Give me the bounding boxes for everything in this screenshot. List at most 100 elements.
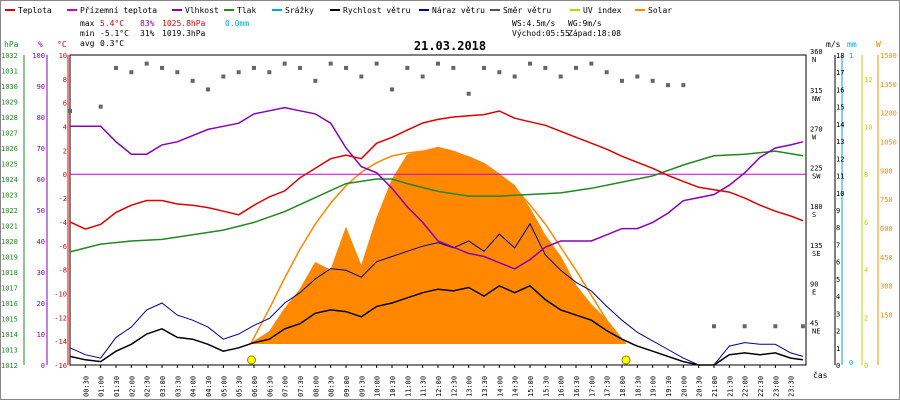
legend-label: Teplota bbox=[18, 6, 52, 15]
wind-direction-point bbox=[800, 324, 805, 329]
sunrise-text: Východ:05:55 bbox=[512, 29, 570, 38]
legend-label: Rychlost větru bbox=[343, 6, 411, 15]
hpa-tick-label: 1027 bbox=[1, 130, 18, 138]
wind-direction-point bbox=[190, 78, 195, 83]
x-tick-label: 04:30 bbox=[205, 376, 213, 397]
hpa-tick-label: 1012 bbox=[1, 362, 18, 370]
wind-direction-point bbox=[466, 91, 471, 96]
wind-direction-point bbox=[558, 74, 563, 79]
temp-tick-label: -8 bbox=[59, 267, 67, 275]
x-tick-label: 08:00 bbox=[312, 376, 320, 397]
solar-tick-label: 1050 bbox=[880, 138, 897, 146]
wind-direction-point bbox=[313, 78, 318, 83]
uv-tick-label: 0 bbox=[864, 362, 868, 370]
wind-info: WS:4.5m/s WG:9m/s Východ:05:55 Západ:18:… bbox=[512, 19, 621, 38]
legend-label: Náraz větru bbox=[432, 6, 485, 15]
temp-tick-label: -16 bbox=[54, 362, 67, 370]
wind-direction-point bbox=[114, 65, 118, 70]
x-axis-label: čas bbox=[813, 370, 828, 380]
x-tick-label: 07:00 bbox=[282, 376, 290, 397]
hpa-tick-label: 1015 bbox=[1, 316, 18, 324]
x-tick-label: 03:30 bbox=[174, 376, 182, 397]
hpa-tick-label: 1024 bbox=[1, 176, 18, 184]
wind-direction-point bbox=[236, 70, 241, 75]
legend: Teplota Přízemní teplota Vlhkost Tlak Srážky… bbox=[5, 6, 672, 15]
wind-direction-point bbox=[206, 87, 210, 92]
dir-tick-compass: SW bbox=[812, 172, 821, 180]
temp-tick-label: 6 bbox=[63, 100, 67, 108]
ms-tick-label: 6 bbox=[836, 259, 840, 267]
x-tick-label: 06:30 bbox=[266, 376, 274, 397]
ms-tick-label: 4 bbox=[836, 293, 840, 301]
stats-max-label: max bbox=[80, 19, 95, 28]
wind-direction-point bbox=[635, 74, 640, 79]
wind-direction-point bbox=[144, 61, 149, 66]
wind-direction-point bbox=[451, 65, 456, 70]
x-tick-label: 15:00 bbox=[527, 376, 535, 397]
wind-direction-point bbox=[589, 61, 594, 66]
x-tick-label: 18:00 bbox=[619, 376, 627, 397]
x-tick-label: 02:00 bbox=[128, 376, 136, 397]
x-tick-label: 14:00 bbox=[496, 376, 504, 397]
ms-tick-label: 17 bbox=[836, 69, 844, 77]
temp-tick-label: -10 bbox=[54, 290, 67, 298]
legend-label: Tlak bbox=[237, 6, 256, 15]
x-tick-label: 04:00 bbox=[190, 376, 198, 397]
wind-direction-point bbox=[512, 74, 517, 79]
pct-tick-label: 20 bbox=[37, 300, 45, 308]
x-tick-label: 11:30 bbox=[420, 376, 428, 397]
dir-tick-label: 45 bbox=[810, 319, 818, 327]
ms-tick-label: 9 bbox=[836, 207, 840, 215]
dir-tick-compass: S bbox=[812, 211, 816, 219]
wind-wg: WG:9m/s bbox=[568, 19, 602, 28]
wind-direction-point bbox=[666, 83, 670, 88]
dir-tick-label: 360 bbox=[810, 48, 823, 56]
wind-direction-point bbox=[267, 70, 272, 75]
sunset-text: Západ:18:08 bbox=[568, 29, 621, 38]
hpa-tick-label: 1017 bbox=[1, 285, 18, 293]
wind-direction-point bbox=[98, 104, 103, 109]
ms-tick-label: 12 bbox=[836, 155, 844, 163]
wind-ws: WS:4.5m/s bbox=[512, 19, 556, 28]
x-tick-label: 12:00 bbox=[435, 376, 443, 397]
pct-tick-label: 100 bbox=[32, 52, 45, 60]
pct-tick-label: 10 bbox=[37, 331, 45, 339]
dir-tick-label: 270 bbox=[810, 126, 823, 134]
x-tick-label: 22:30 bbox=[757, 376, 765, 397]
wind-direction-point bbox=[374, 61, 379, 66]
ms-tick-label: 14 bbox=[836, 121, 844, 129]
pct-tick-label: 80 bbox=[37, 114, 45, 122]
ms-tick-label: 7 bbox=[836, 241, 840, 249]
pressure-line bbox=[69, 150, 804, 253]
x-tick-label: 19:30 bbox=[665, 376, 673, 397]
x-tick-label: 08:30 bbox=[328, 376, 336, 397]
mm-unit: mm bbox=[847, 40, 857, 49]
pct-tick-label: 30 bbox=[37, 269, 45, 277]
wind-direction-point bbox=[68, 108, 72, 113]
wind-direction-point bbox=[604, 70, 609, 75]
uv-tick-label: 6 bbox=[864, 219, 868, 227]
solar-tick-label: 450 bbox=[880, 254, 893, 262]
ms-tick-label: 18 bbox=[836, 52, 844, 60]
ms-tick-label: 3 bbox=[836, 310, 840, 318]
hpa-unit: hPa bbox=[4, 40, 19, 49]
wind-direction-point bbox=[221, 74, 226, 79]
stats-avg-label: avg bbox=[80, 39, 95, 48]
x-tick-label: 07:30 bbox=[297, 376, 305, 397]
humidity-line bbox=[70, 106, 804, 270]
dir-tick-label: 225 bbox=[810, 164, 823, 172]
ms-tick-label: 5 bbox=[836, 276, 840, 284]
temperature-line bbox=[69, 110, 804, 230]
ms-tick-label: 11 bbox=[836, 173, 844, 181]
dir-unit: m/s bbox=[826, 40, 841, 49]
x-tick-label: 03:00 bbox=[159, 376, 167, 397]
hpa-tick-label: 1025 bbox=[1, 161, 18, 169]
solar-tick-label: 600 bbox=[880, 225, 893, 233]
chart-title: 21.03.2018 bbox=[414, 39, 486, 53]
ms-tick-label: 0 bbox=[836, 362, 840, 370]
hpa-tick-label: 1026 bbox=[1, 145, 18, 153]
wind-direction-point bbox=[328, 61, 333, 66]
ms-tick-label: 10 bbox=[836, 190, 844, 198]
x-tick-label: 00:30 bbox=[82, 376, 90, 397]
